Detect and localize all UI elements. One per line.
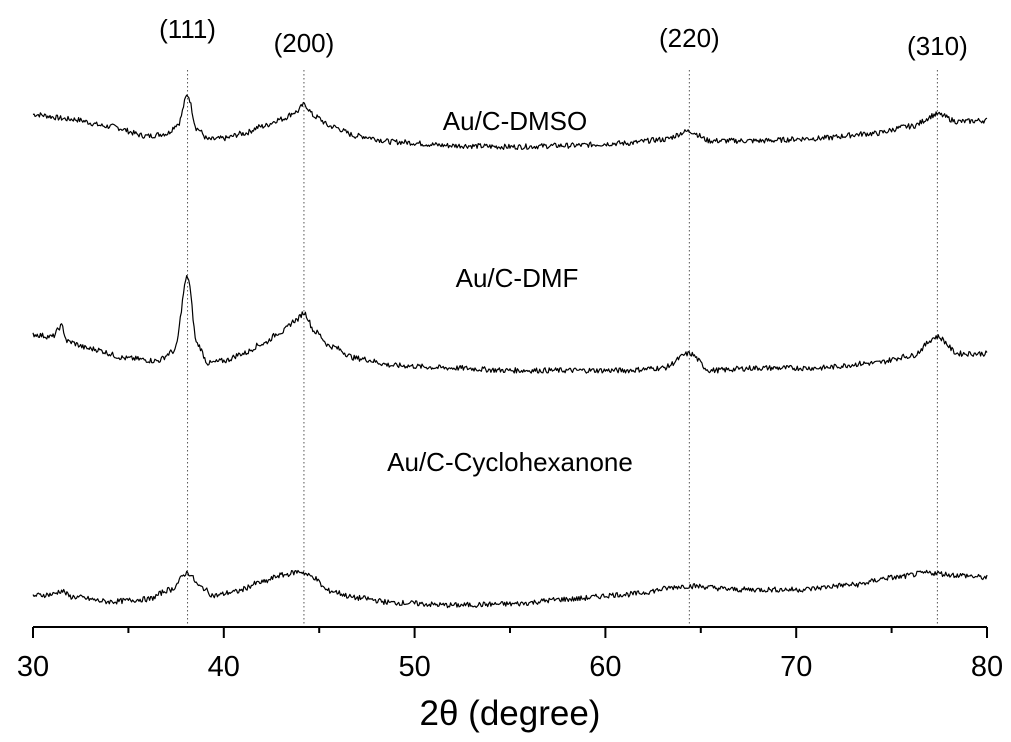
series-lines <box>32 94 988 609</box>
series-label: Au/C-Cyclohexanone <box>387 447 633 477</box>
x-tick-label: 60 <box>589 651 621 683</box>
x-tick-label: 80 <box>971 651 1003 683</box>
peak-label: (220) <box>659 23 720 53</box>
reference-lines <box>187 70 938 627</box>
peak-label: (200) <box>274 28 335 58</box>
series-line <box>32 94 988 150</box>
peak-label: (111) <box>159 14 216 44</box>
x-tick-label: 30 <box>17 651 49 683</box>
x-tick-label: 40 <box>208 651 240 683</box>
x-axis-title: 2θ (degree) <box>420 694 601 733</box>
series-labels: Au/C-DMSO Au/C-DMF Au/C-Cyclohexanone <box>387 106 633 477</box>
x-axis: 30 40 50 60 70 80 <box>17 626 1003 683</box>
reference-labels: (111) (200) (220) (310) <box>159 14 968 61</box>
x-tick-label: 50 <box>398 651 430 683</box>
series-label: Au/C-DMSO <box>443 106 587 136</box>
series-line <box>32 569 988 609</box>
series-line <box>32 275 988 374</box>
peak-label: (310) <box>907 31 968 61</box>
series-label: Au/C-DMF <box>456 263 579 293</box>
x-tick-label: 70 <box>780 651 812 683</box>
